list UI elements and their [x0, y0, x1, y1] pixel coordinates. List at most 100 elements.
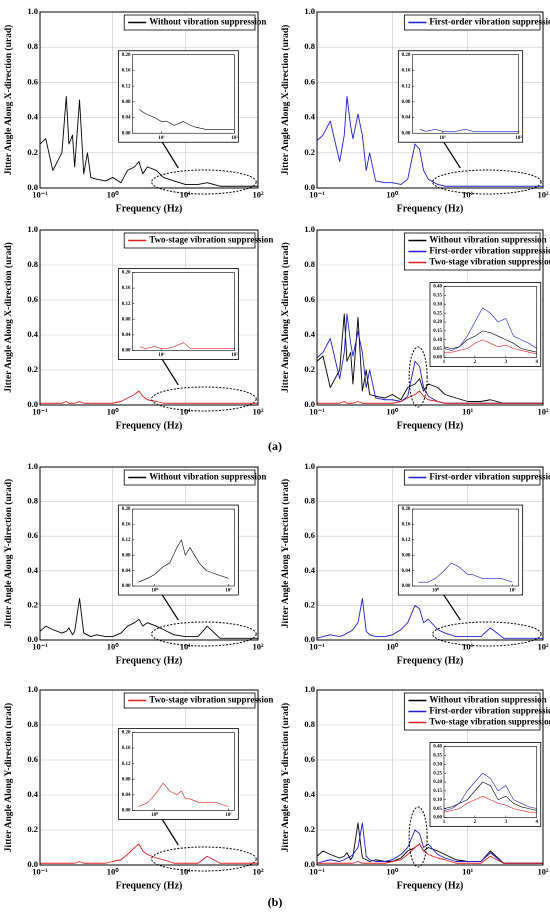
- series-line: [139, 342, 235, 349]
- y-tick-label: 0.20: [402, 53, 411, 58]
- legend-label: Two-stage vibration suppression: [149, 235, 273, 245]
- plot-area: [132, 54, 235, 134]
- x-tick-label: 10²: [537, 867, 549, 877]
- y-tick-label: 0.12: [122, 302, 131, 307]
- y-tick-label: 0.08: [402, 100, 411, 105]
- y-tick-label: 0.30: [433, 762, 442, 767]
- x-tick-label: 10²: [515, 135, 522, 141]
- inset-plot-frame: [443, 286, 538, 358]
- highlight-ellipse: [432, 621, 542, 647]
- y-tick-label: 0.6: [304, 754, 315, 764]
- x-axis-label: Frequency (Hz): [116, 420, 183, 431]
- x-tick-label: 10²: [537, 407, 549, 417]
- x-tick-label: 3: [505, 820, 508, 825]
- y-tick-label: 0.6: [27, 754, 38, 764]
- y-tick-label: 0.04: [122, 116, 131, 121]
- x-tick-label: 10²: [537, 190, 549, 200]
- y-tick-label: 0.2: [304, 147, 315, 157]
- series-line: [39, 598, 258, 639]
- x-tick-label: 10⁻¹: [309, 642, 325, 652]
- y-tick-label: 0.08: [402, 553, 411, 558]
- highlight-ellipse: [432, 169, 542, 195]
- x-axis-label: Frequency (Hz): [116, 203, 183, 214]
- legend-box: [123, 14, 256, 31]
- plot-frame: [316, 466, 544, 641]
- y-tick-label: 0.0: [27, 859, 38, 869]
- x-tick-label: 10⁻¹: [32, 642, 48, 652]
- y-axis-label: Jitter Angle Along Y-direction (urad): [280, 703, 291, 852]
- y-tick-label: 0.15: [433, 329, 442, 334]
- legend-label: Two-stage vibration suppression: [149, 695, 273, 705]
- arrow: [159, 138, 179, 169]
- x-tick-label: 10⁻¹: [309, 867, 325, 877]
- y-axis-label: Jitter Angle Along X-direction (urad): [280, 242, 291, 393]
- y-tick-label: 0.25: [433, 771, 442, 776]
- x-axis-label: Frequency (Hz): [397, 655, 464, 666]
- y-tick-label: 0.16: [122, 286, 131, 291]
- x-tick-label: 1: [443, 360, 446, 365]
- y-tick-label: 0.40: [433, 285, 442, 290]
- y-tick-label: 0.08: [122, 317, 131, 322]
- y-tick-label: 0.6: [27, 294, 38, 304]
- y-tick-label: 0.0: [304, 182, 315, 192]
- x-axis-label: Frequency (Hz): [397, 880, 464, 891]
- x-tick-label: 10⁰: [107, 867, 120, 877]
- x-tick-label: 10¹: [180, 642, 192, 652]
- x-tick-label: 10⁰: [386, 642, 399, 652]
- x-tick-label: 10⁻¹: [309, 407, 325, 417]
- y-tick-label: 0.8: [304, 719, 315, 729]
- legend-label: Without vibration suppression: [429, 235, 546, 245]
- highlight-ellipse: [408, 346, 428, 408]
- legend-label: First-order vibration suppression: [429, 246, 550, 256]
- y-tick-label: 0.20: [122, 507, 131, 512]
- legend-box: [123, 469, 256, 486]
- y-tick-label: 0.12: [122, 538, 131, 543]
- plot-area: [412, 54, 519, 134]
- series-line: [138, 782, 229, 807]
- y-tick-label: 0.25: [433, 311, 442, 316]
- y-tick-label: 0.4: [304, 329, 315, 339]
- x-tick-label: 10²: [537, 642, 549, 652]
- inset-plot-frame: [132, 54, 235, 134]
- y-tick-label: 0.0: [27, 634, 38, 644]
- y-tick-label: 0.6: [27, 530, 38, 540]
- highlight-ellipse: [151, 386, 257, 412]
- x-tick-label: 10⁰: [386, 867, 399, 877]
- y-tick-label: 0.00: [122, 809, 131, 814]
- inset-plot-frame: [412, 508, 519, 587]
- y-tick-label: 1.0: [304, 6, 315, 16]
- y-tick-label: 0.2: [27, 599, 38, 609]
- legend-label: Without vibration suppression: [429, 695, 546, 705]
- y-tick-label: 1.0: [27, 684, 38, 694]
- legend-label: First-order vibration suppression: [429, 472, 550, 482]
- x-tick-label: 10⁰: [386, 190, 399, 200]
- y-tick-label: 0.8: [304, 41, 315, 51]
- x-tick-label: 10¹: [462, 642, 474, 652]
- series-line: [39, 96, 258, 187]
- series-line: [139, 109, 235, 130]
- y-tick-label: 0.8: [304, 259, 315, 269]
- y-tick-label: 0.4: [304, 112, 315, 122]
- y-tick-label: 0.12: [122, 762, 131, 767]
- y-tick-label: 0.8: [27, 496, 38, 506]
- legend-label: First-order vibration suppression: [429, 706, 550, 716]
- x-tick-label: 10⁻¹: [32, 407, 48, 417]
- y-axis-label: Jitter Angle Along Y-direction (urad): [280, 479, 291, 628]
- highlight-ellipse: [151, 621, 257, 647]
- y-tick-label: 0.20: [402, 507, 411, 512]
- x-tick-label: 10⁰: [107, 190, 120, 200]
- x-tick-label: 4: [535, 360, 538, 365]
- arrow: [441, 138, 461, 169]
- y-tick-label: 0.10: [433, 798, 442, 803]
- x-axis-label: Frequency (Hz): [397, 203, 464, 214]
- plot-frame: [39, 11, 259, 189]
- y-tick-label: 0.12: [402, 84, 411, 89]
- y-tick-label: 0.2: [304, 364, 315, 374]
- x-tick-label: 10²: [231, 352, 238, 358]
- y-axis-label: Jitter Angle Along Y-direction (urad): [3, 479, 14, 628]
- x-tick-label: 10⁰: [151, 588, 158, 594]
- y-tick-label: 0.40: [433, 745, 442, 750]
- x-tick-label: 10¹: [462, 867, 474, 877]
- y-tick-label: 0.30: [433, 302, 442, 307]
- inset-plot-frame: [132, 272, 235, 351]
